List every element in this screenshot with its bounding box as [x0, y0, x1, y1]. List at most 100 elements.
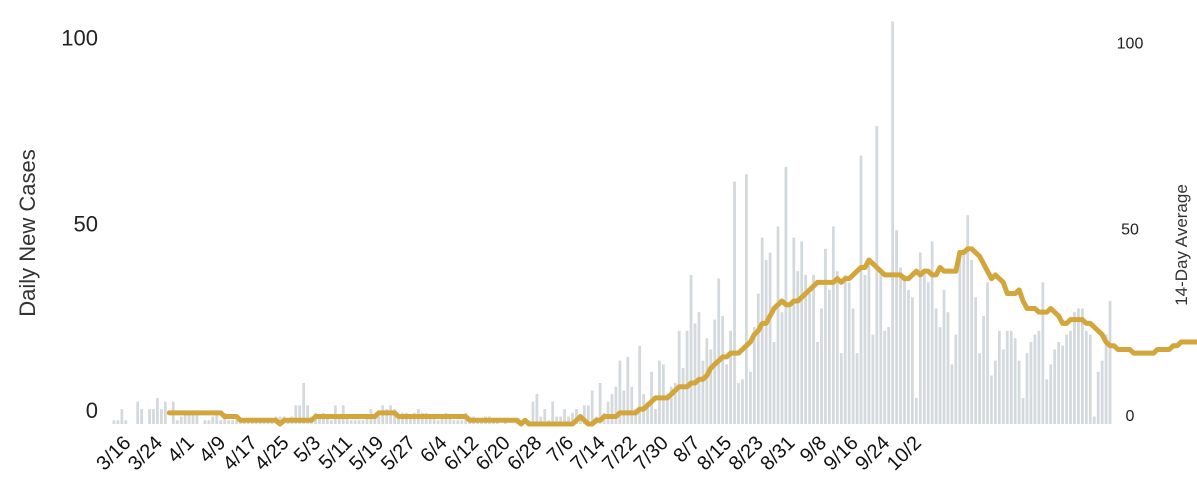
bar [112, 420, 116, 424]
bar [1009, 330, 1013, 424]
bar [136, 401, 140, 424]
bar [235, 420, 238, 424]
x-ticks: 3/163/244/14/94/174/255/35/115/195/276/4… [92, 432, 926, 475]
x-tick-label: 5/27 [377, 432, 420, 475]
bar [227, 420, 230, 424]
bar [812, 274, 815, 424]
bar [974, 297, 978, 424]
bar [563, 409, 566, 424]
bar [796, 271, 800, 424]
bar [863, 274, 867, 424]
bar [610, 394, 614, 424]
bar [962, 248, 966, 424]
bar [1053, 349, 1057, 424]
bar [175, 420, 179, 424]
bar [966, 215, 970, 424]
bar [752, 327, 756, 424]
y-ticks-left: 0 50 100 [61, 25, 98, 423]
bar [820, 308, 823, 424]
bar [654, 409, 657, 424]
bar [1080, 308, 1084, 424]
bar [539, 416, 543, 424]
bar [713, 319, 717, 424]
bar [1096, 371, 1100, 424]
bar [693, 323, 697, 424]
bar [843, 274, 847, 424]
x-tick-label: 6/28 [503, 432, 546, 475]
bar [705, 338, 709, 424]
bar [1021, 397, 1025, 424]
bar [911, 297, 914, 424]
bar [614, 386, 618, 424]
bar [598, 383, 602, 424]
bar [756, 293, 760, 424]
bar [828, 289, 831, 424]
bar [353, 420, 357, 424]
bar [772, 342, 776, 424]
bar [851, 308, 855, 424]
bar [875, 125, 879, 424]
bar [942, 289, 946, 424]
bar [440, 416, 444, 424]
bar [543, 409, 547, 424]
bar [1057, 342, 1061, 424]
bar [456, 420, 460, 424]
bar [721, 315, 725, 424]
bar [156, 397, 159, 424]
bar [741, 379, 744, 424]
bar [895, 230, 898, 424]
bar [586, 405, 590, 424]
bar [160, 409, 163, 424]
bar [697, 312, 701, 424]
bar [582, 405, 586, 424]
bar [349, 420, 353, 424]
bar [800, 241, 804, 424]
bar [163, 401, 167, 424]
bar [879, 271, 883, 424]
bar [1029, 342, 1033, 424]
bar [559, 416, 562, 424]
bar [677, 330, 681, 424]
bar [120, 409, 124, 424]
bar [855, 353, 859, 424]
bar [535, 394, 539, 424]
bar [950, 364, 954, 424]
x-tick-label: 7/30 [630, 432, 673, 475]
bar [373, 416, 377, 424]
bar [326, 416, 329, 424]
bar [571, 412, 574, 424]
bar [867, 263, 871, 424]
bar [345, 416, 349, 424]
bar [792, 237, 796, 424]
bar [298, 405, 302, 424]
bar [804, 274, 808, 424]
bar [409, 416, 412, 424]
bar [231, 420, 234, 424]
x-tick-label: 8/31 [756, 432, 799, 475]
bar [733, 181, 736, 424]
bar [397, 416, 400, 424]
bar [365, 416, 369, 424]
bar [1073, 312, 1076, 424]
bar [883, 330, 887, 424]
bar [748, 371, 752, 424]
bar [1104, 334, 1108, 424]
bar [179, 416, 183, 424]
bar [124, 420, 128, 424]
bar [986, 282, 989, 424]
bar [768, 252, 772, 424]
bar [780, 312, 784, 424]
bar [140, 409, 144, 424]
bar [634, 409, 638, 424]
bar [1049, 364, 1053, 424]
bar [958, 252, 962, 424]
bar [318, 416, 321, 424]
bar [1041, 282, 1045, 424]
bar [191, 412, 195, 424]
bar [764, 260, 768, 424]
bar [551, 401, 555, 424]
bar [385, 409, 389, 424]
bar [665, 394, 669, 424]
bar [278, 416, 282, 424]
bar [725, 364, 729, 424]
